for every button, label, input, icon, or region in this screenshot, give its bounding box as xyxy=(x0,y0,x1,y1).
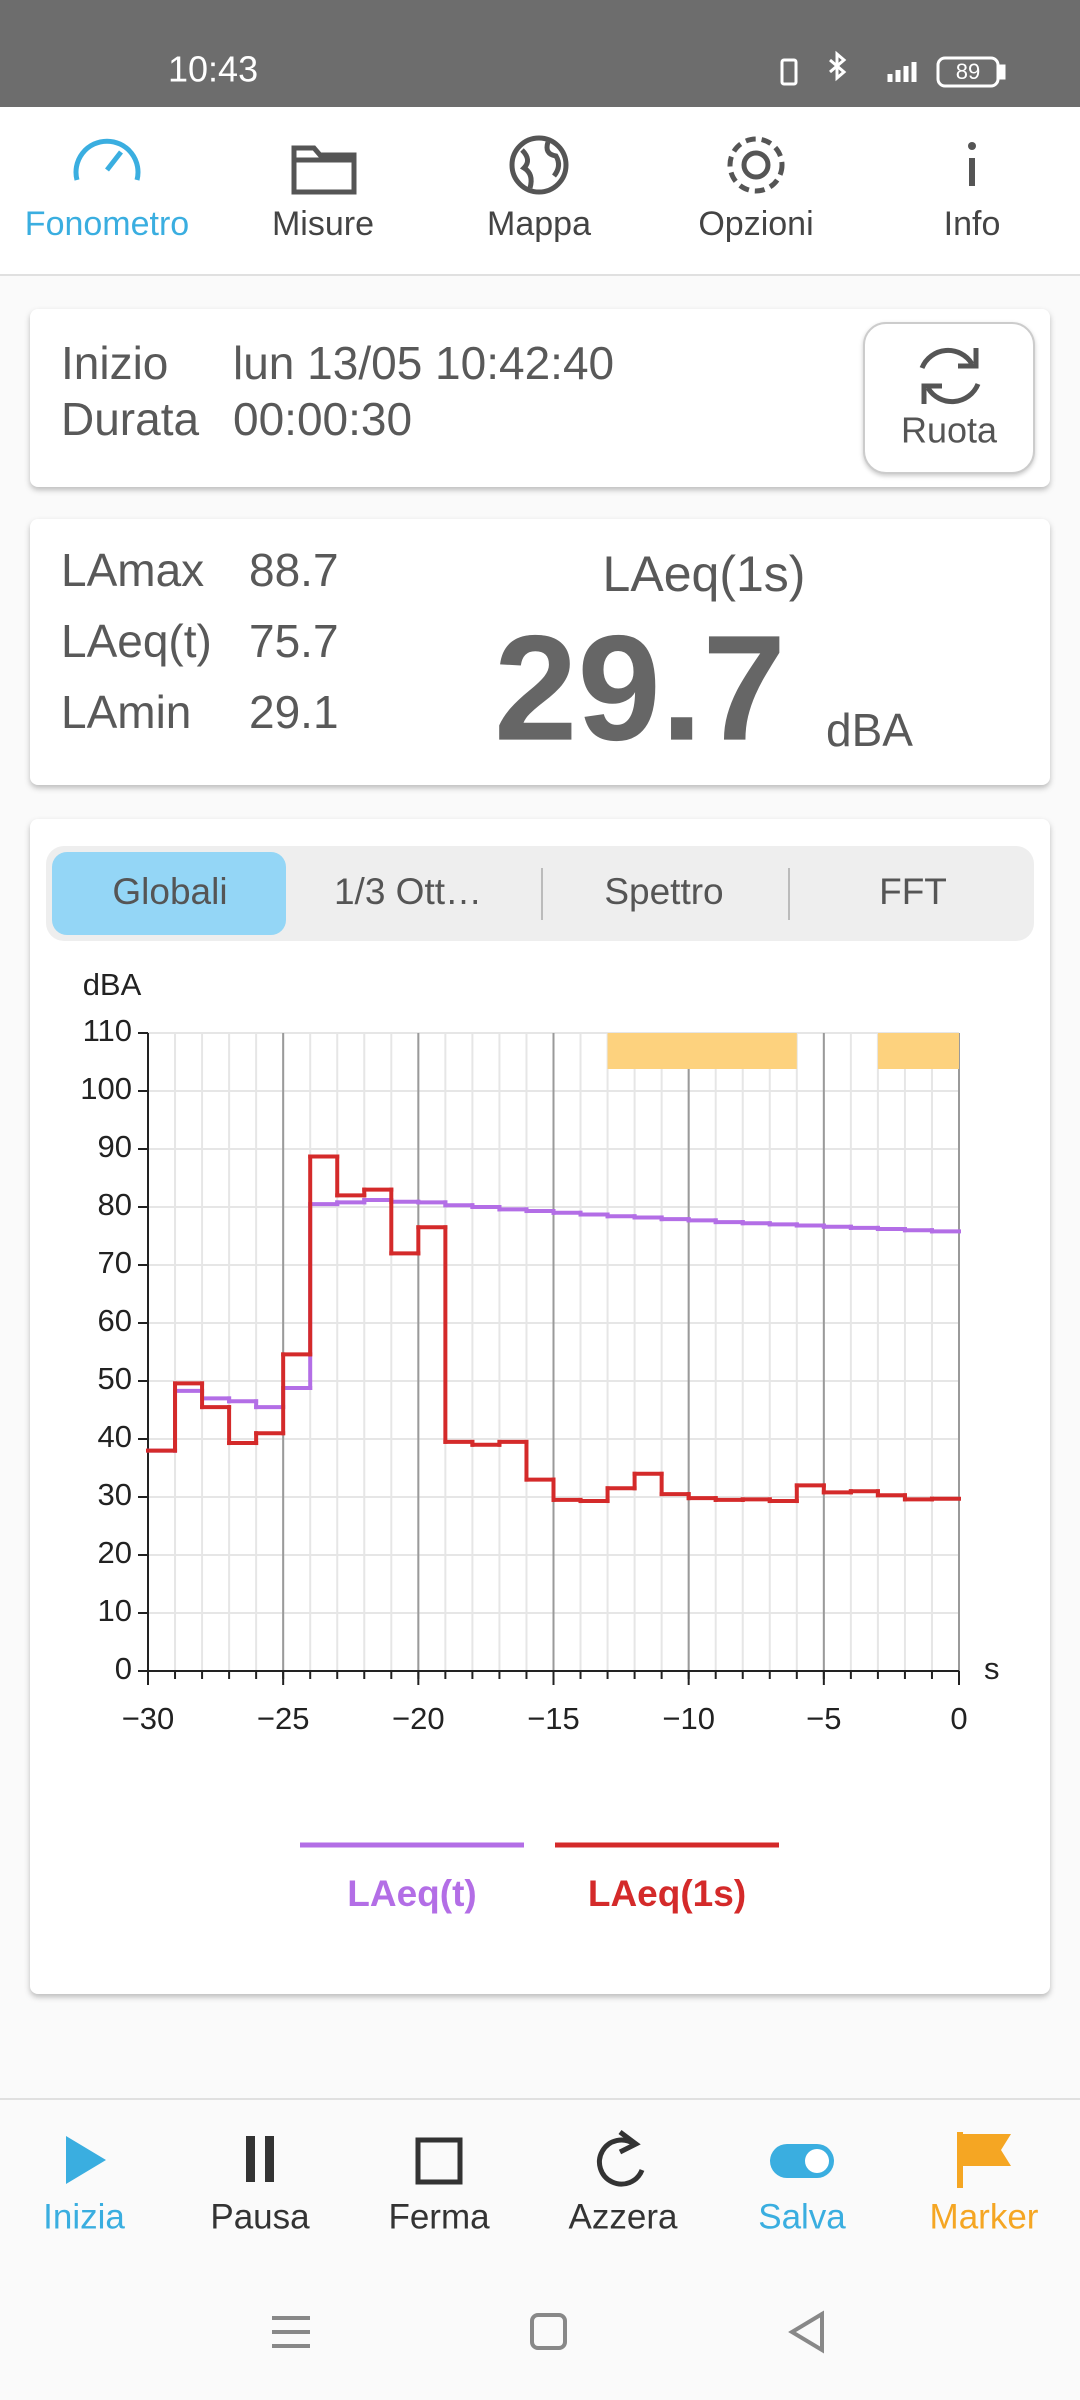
legend-label: LAeq(t) xyxy=(347,1873,476,1914)
duration-value: 00:00:30 xyxy=(233,393,412,445)
main-value: 29.7 xyxy=(494,604,786,772)
battery-level: 89 xyxy=(956,59,980,84)
stat-label: LAmin xyxy=(61,686,191,738)
duration-label: Durata xyxy=(61,393,199,445)
status-icons xyxy=(780,50,1006,88)
chart-tab[interactable]: 1/3 Ott… xyxy=(334,871,482,912)
stat-label: LAeq(t) xyxy=(61,615,212,667)
status-time: 10:43 xyxy=(168,49,258,90)
chart-tab[interactable]: FFT xyxy=(879,871,947,912)
rotate-icon xyxy=(919,347,981,405)
action-label[interactable]: Marker xyxy=(930,2197,1039,2236)
top-tab[interactable]: Info xyxy=(944,205,1001,243)
chart: 0 10 20 30 40 50 60 70 80 90 100 110 −30 −25 −20 −15 −10… xyxy=(80,1013,967,1914)
main-unit: dBA xyxy=(826,704,913,756)
y-tick-label: 70 xyxy=(98,1245,132,1280)
action-icons xyxy=(66,2130,1011,2188)
stat-label: LAmax xyxy=(61,544,204,596)
chart-card xyxy=(30,819,1050,1994)
rotate-label[interactable]: Ruota xyxy=(901,410,998,451)
session-card xyxy=(30,309,1050,487)
y-tick-label: 30 xyxy=(98,1477,132,1512)
chart-tab[interactable]: Globali xyxy=(112,871,227,912)
top-tab[interactable]: Mappa xyxy=(487,205,591,243)
y-tick-label: 110 xyxy=(83,1013,132,1048)
y-tick-label: 10 xyxy=(98,1593,132,1628)
y-tick-label: 20 xyxy=(98,1535,132,1570)
chart-tab[interactable]: Spettro xyxy=(604,871,723,912)
y-tick-label: 40 xyxy=(98,1419,132,1454)
status-bar xyxy=(0,0,1080,107)
stat-value: 88.7 xyxy=(249,544,339,596)
stat-value: 29.1 xyxy=(249,686,339,738)
x-tick-label: 0 xyxy=(950,1701,967,1736)
action-label[interactable]: Ferma xyxy=(388,2197,490,2236)
action-label[interactable]: Inizia xyxy=(43,2197,125,2236)
x-axis-label: s xyxy=(984,1651,1000,1686)
action-label[interactable]: Salva xyxy=(758,2197,846,2236)
y-tick-label: 100 xyxy=(80,1071,132,1106)
x-tick-label: −10 xyxy=(662,1701,715,1736)
system-nav xyxy=(272,2310,824,2354)
stat-value: 75.7 xyxy=(249,615,339,667)
legend-label: LAeq(1s) xyxy=(588,1873,746,1914)
y-tick-label: 50 xyxy=(98,1361,132,1396)
y-axis-label: dBA xyxy=(83,967,142,1002)
x-tick-label: −20 xyxy=(392,1701,445,1736)
top-tab[interactable]: Fonometro xyxy=(25,205,189,243)
action-label[interactable]: Pausa xyxy=(210,2197,310,2236)
x-tick-label: −5 xyxy=(806,1701,841,1736)
x-tick-label: −25 xyxy=(257,1701,310,1736)
chart-tab-active[interactable] xyxy=(52,852,286,935)
start-label: Inizio xyxy=(61,337,168,389)
levels-card xyxy=(30,519,1050,785)
top-nav-icons xyxy=(73,135,976,195)
x-tick-label: −30 xyxy=(122,1701,175,1736)
top-tab[interactable]: Opzioni xyxy=(698,205,813,243)
top-tab[interactable]: Misure xyxy=(272,205,374,243)
y-tick-label: 90 xyxy=(98,1129,132,1164)
y-tick-label: 80 xyxy=(98,1187,132,1222)
start-value: lun 13/05 10:42:40 xyxy=(233,337,614,389)
action-label[interactable]: Azzera xyxy=(569,2197,678,2236)
rotate-button[interactable] xyxy=(863,322,1035,474)
marker-span xyxy=(877,1033,959,1069)
marker-span xyxy=(607,1033,797,1069)
y-tick-label: 0 xyxy=(115,1651,132,1686)
main-label: LAeq(1s) xyxy=(603,546,806,602)
chart-tab-bar xyxy=(46,846,1034,941)
x-tick-label: −15 xyxy=(527,1701,580,1736)
y-tick-label: 60 xyxy=(98,1303,132,1338)
